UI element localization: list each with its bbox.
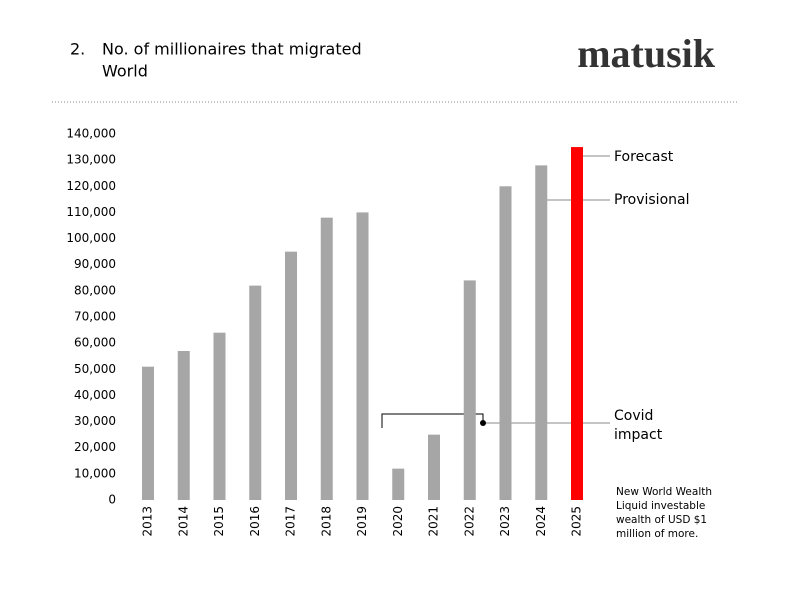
x-tick-label: 2025 [570,506,584,537]
x-tick-label: 2015 [212,506,226,537]
bar [463,280,476,500]
bar [392,468,405,500]
bar [249,285,262,500]
chart-subtitle: World [102,62,148,81]
annotation: Provisional [614,192,689,208]
y-tick-label: 90,000 [74,257,116,271]
y-tick-label: 70,000 [74,310,116,324]
bar [320,217,333,500]
annotation: Forecast [614,149,674,165]
source-note: Liquid investable [616,500,705,512]
x-tick-label: 2020 [391,506,405,537]
brand: matusik [577,31,716,76]
y-tick-label: 140,000 [66,127,116,141]
bar [571,147,583,501]
title-number: 2. [70,40,85,59]
source-note: New World Wealth [616,486,712,498]
y-tick-label: 110,000 [66,205,116,219]
x-tick-label: 2019 [355,506,369,537]
y-tick-label: 120,000 [66,179,116,193]
bar [177,350,190,500]
y-tick-label: 50,000 [74,362,116,376]
annotation: impact [614,427,663,443]
source-note: million of more. [616,528,698,540]
x-tick-label: 2014 [176,506,190,537]
bar [142,366,154,500]
x-tick-label: 2022 [462,506,476,537]
y-tick-label: 20,000 [74,440,116,454]
y-tick-label: 0 [108,493,116,507]
source-note: wealth of USD $1 [616,514,707,526]
bar [285,251,297,500]
y-tick-label: 130,000 [66,153,116,167]
x-tick-label: 2016 [248,506,262,537]
x-tick-label: 2021 [427,506,441,537]
annotation: Covid [614,408,653,424]
bar [499,186,512,501]
chart-title: No. of millionaires that migrated [102,40,362,59]
bar [428,434,440,500]
x-tick-label: 2013 [141,506,155,537]
y-tick-label: 80,000 [74,283,116,297]
x-tick-label: 2017 [284,506,298,537]
y-tick-label: 100,000 [66,231,116,245]
x-tick-label: 2023 [498,506,512,537]
annotation-dot [480,420,486,426]
y-tick-label: 10,000 [74,466,116,480]
x-tick-label: 2018 [319,506,333,537]
x-tick-label: 2024 [534,506,548,537]
bar [356,212,369,500]
bar [535,165,548,500]
y-tick-label: 40,000 [74,388,116,402]
bar [213,332,226,500]
y-tick-label: 30,000 [74,414,116,428]
y-tick-label: 60,000 [74,336,116,350]
